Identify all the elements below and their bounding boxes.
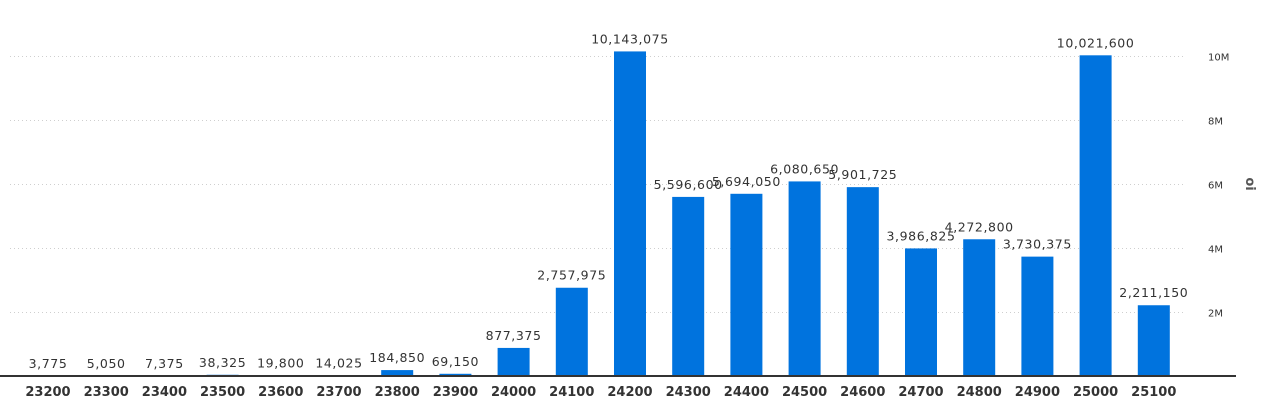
bar[interactable] [381, 370, 414, 376]
x-tick-label: 24200 [607, 385, 652, 400]
x-tick-label: 24800 [957, 385, 1002, 400]
x-tick-label: 24400 [724, 385, 769, 400]
data-labels: 3,775 5,050 7,375 38,325 19,800 14,025 184,850… [29, 31, 1188, 371]
data-label: 3,986,825 [886, 228, 955, 243]
bar[interactable] [730, 193, 763, 376]
data-label: 3,775 [29, 356, 68, 371]
data-label: 5,694,050 [712, 174, 781, 189]
bar[interactable] [1021, 256, 1054, 376]
bar[interactable] [963, 239, 996, 376]
data-label: 14,025 [315, 356, 362, 371]
y-axis: 2M 4M 6M 8M 10M [1208, 53, 1229, 320]
x-tick-label: 24000 [491, 385, 536, 400]
bar[interactable] [788, 181, 821, 376]
data-label: 4,272,800 [945, 219, 1014, 234]
data-label: 7,375 [145, 356, 184, 371]
bar[interactable] [1137, 305, 1170, 376]
bars [32, 51, 1170, 377]
x-tick-label: 23700 [316, 385, 361, 400]
x-tick-label: 24700 [898, 385, 943, 400]
data-label: 10,021,600 [1057, 35, 1135, 50]
bar[interactable] [1079, 55, 1112, 376]
x-tick-label: 23300 [84, 385, 129, 400]
bar[interactable] [905, 248, 937, 376]
bar[interactable] [614, 51, 646, 376]
data-label: 5,901,725 [828, 167, 897, 182]
x-tick-label: 24300 [666, 385, 711, 400]
y-axis-title: oi [1242, 177, 1257, 190]
x-tick-label: 24500 [782, 385, 827, 400]
chart-header-gap [563, 0, 729, 9]
x-tick-label: 25100 [1131, 385, 1176, 400]
x-tick-label: 23400 [142, 385, 187, 400]
bar[interactable] [672, 196, 705, 376]
y-tick-label: 2M [1208, 309, 1223, 320]
x-tick-label: 24100 [549, 385, 594, 400]
y-tick-label: 6M [1208, 181, 1223, 192]
data-label: 6,080,650 [770, 161, 839, 176]
data-label: 3,730,375 [1003, 237, 1072, 252]
x-tick-label: 24900 [1015, 385, 1060, 400]
y-tick-label: 8M [1208, 117, 1223, 128]
data-label: 2,211,150 [1119, 285, 1188, 300]
x-tick-label: 23200 [25, 385, 70, 400]
bar[interactable] [846, 187, 879, 376]
x-tick-label: 23600 [258, 385, 303, 400]
data-label: 184,850 [369, 350, 425, 365]
data-label: 5,050 [87, 356, 126, 371]
data-label: 877,375 [486, 328, 542, 343]
data-label: 38,325 [199, 355, 246, 370]
data-label: 19,800 [257, 355, 304, 370]
data-label: 10,143,075 [591, 31, 669, 46]
bar[interactable] [555, 287, 588, 376]
x-tick-label: 23800 [375, 385, 420, 400]
x-axis: 23200 23300 23400 23500 23600 23700 23800 23900… [25, 385, 1176, 400]
y-tick-label: 4M [1208, 245, 1223, 256]
bar[interactable] [439, 373, 472, 376]
x-tick-label: 25000 [1073, 385, 1118, 400]
data-label: 2,757,975 [537, 268, 606, 283]
y-tick-label: 10M [1208, 53, 1229, 64]
x-tick-label: 23500 [200, 385, 245, 400]
x-tick-label: 23900 [433, 385, 478, 400]
bar[interactable] [497, 347, 530, 376]
data-label: 5,596,600 [654, 177, 723, 192]
data-label: 69,150 [432, 354, 479, 369]
x-tick-label: 24600 [840, 385, 885, 400]
